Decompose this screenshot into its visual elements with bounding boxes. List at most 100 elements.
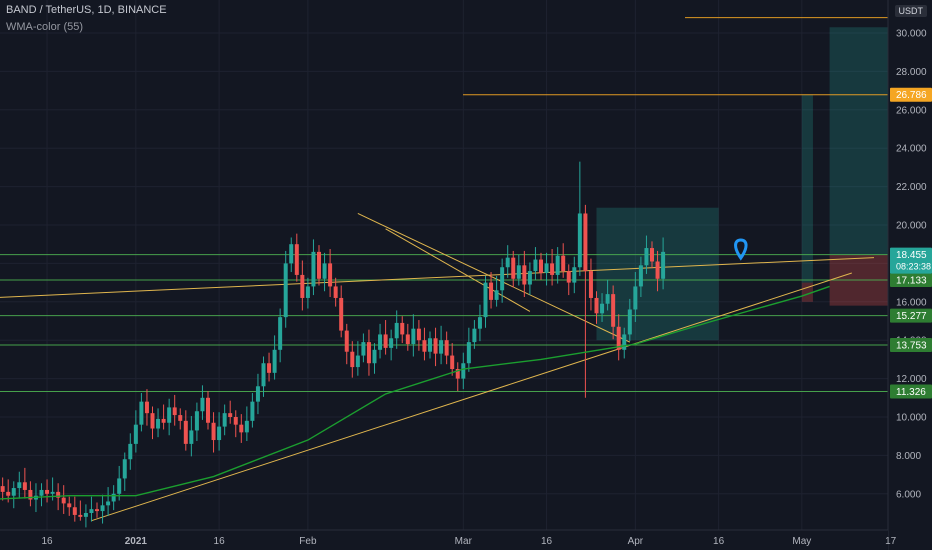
candle-body — [477, 317, 482, 329]
candle-up — [200, 385, 205, 420]
candle-down — [172, 394, 177, 426]
candle-body — [328, 263, 333, 287]
candle-body — [605, 294, 610, 304]
candle-up — [605, 279, 610, 311]
badge-value: 18.455 — [896, 250, 927, 261]
candle-body — [344, 330, 349, 352]
candle-body — [622, 334, 627, 350]
candle-body — [117, 478, 122, 494]
level-price-badge: 15.277 — [890, 308, 932, 323]
candle-up — [217, 412, 222, 451]
candle-body — [244, 420, 249, 433]
candle-body — [211, 422, 216, 441]
candle-body — [106, 501, 111, 506]
candle-body — [511, 257, 516, 279]
badge-bg — [890, 384, 932, 399]
price-tick-label: 10.000 — [896, 413, 927, 424]
badge-value: 13.753 — [896, 340, 927, 351]
price-tick-label: 30.000 — [896, 29, 927, 40]
candle-down — [616, 314, 621, 361]
candle-down — [455, 362, 460, 392]
candle-body — [350, 351, 355, 368]
candle-body — [550, 263, 555, 275]
candle-up — [133, 410, 138, 453]
candle-body — [172, 407, 177, 416]
candle-body — [577, 213, 582, 268]
candle-body — [411, 328, 416, 345]
candle-up — [661, 237, 666, 290]
candle-body — [416, 328, 421, 341]
location-pin-icon — [734, 238, 748, 261]
candle-body — [372, 349, 377, 364]
candle-body — [355, 355, 360, 368]
candle-up — [394, 310, 399, 349]
candle-body — [627, 309, 632, 335]
candle-body — [444, 340, 449, 356]
candle-up — [461, 352, 466, 390]
candle-down — [144, 389, 149, 426]
candle-up — [544, 252, 549, 286]
candle-down — [433, 327, 438, 367]
candle-down — [405, 323, 410, 351]
candle-body — [361, 342, 366, 356]
indicator-legend[interactable]: WMA-color (55) — [6, 21, 84, 33]
candle-up — [622, 327, 627, 359]
candle-body — [661, 251, 666, 279]
candle-body — [300, 274, 305, 298]
candle-body — [339, 297, 344, 331]
price-tick-label: 12.000 — [896, 374, 927, 385]
time-tick-label: Apr — [628, 536, 644, 547]
price-axis: 6.0008.00010.00012.00014.00016.00018.000… — [887, 0, 932, 550]
wma-line — [0, 285, 830, 500]
badge-bg — [890, 273, 932, 288]
candle-body — [222, 413, 227, 427]
candle-body — [483, 282, 488, 318]
candle-down — [233, 410, 238, 438]
candle-down — [239, 414, 244, 443]
time-axis: 16202116FebMar16Apr16May17Jun16Jul16Au — [0, 529, 897, 550]
candle-body — [428, 338, 432, 352]
candle-down — [67, 496, 72, 516]
candle-up — [283, 250, 288, 328]
candle-body — [217, 426, 222, 441]
candle-body — [311, 251, 316, 287]
price-tick-label: 8.000 — [896, 451, 921, 462]
candle-body — [278, 317, 283, 350]
candle-up — [361, 333, 366, 363]
candle-body — [566, 271, 571, 283]
candle-body — [161, 418, 166, 423]
candle-down — [95, 502, 99, 518]
candle-body — [250, 401, 255, 421]
candle-body — [100, 505, 105, 512]
candle-body — [583, 213, 588, 272]
candle-down — [0, 477, 5, 501]
price-tick-label: 20.000 — [896, 221, 927, 232]
badge-bg — [890, 87, 932, 102]
candle-body — [72, 507, 77, 515]
candle-body — [317, 251, 321, 279]
candle-body — [294, 244, 299, 275]
trend-line — [91, 272, 852, 522]
candle-up — [516, 254, 521, 286]
candle-body — [489, 282, 494, 300]
badge-value: 15.277 — [896, 311, 927, 322]
candle-down — [28, 481, 33, 507]
symbol-title[interactable]: BAND / TetherUS, 1D, BINANCE — [6, 4, 167, 16]
time-tick-label: 16 — [541, 536, 553, 547]
level-price-badge: 26.786 — [890, 87, 932, 102]
candle-up — [189, 416, 194, 457]
candle-body — [638, 265, 643, 287]
candle-body — [539, 259, 543, 273]
zones-layer — [596, 27, 932, 341]
candle-body — [433, 338, 438, 354]
candle-up — [555, 247, 560, 284]
candle-up — [428, 331, 432, 359]
candle-up — [111, 485, 116, 511]
badge-bg — [890, 308, 932, 323]
candle-body — [178, 415, 183, 421]
candle-down — [422, 327, 427, 361]
price-tick-label: 24.000 — [896, 144, 927, 155]
candle-up — [378, 323, 383, 359]
candle-down — [150, 406, 155, 440]
